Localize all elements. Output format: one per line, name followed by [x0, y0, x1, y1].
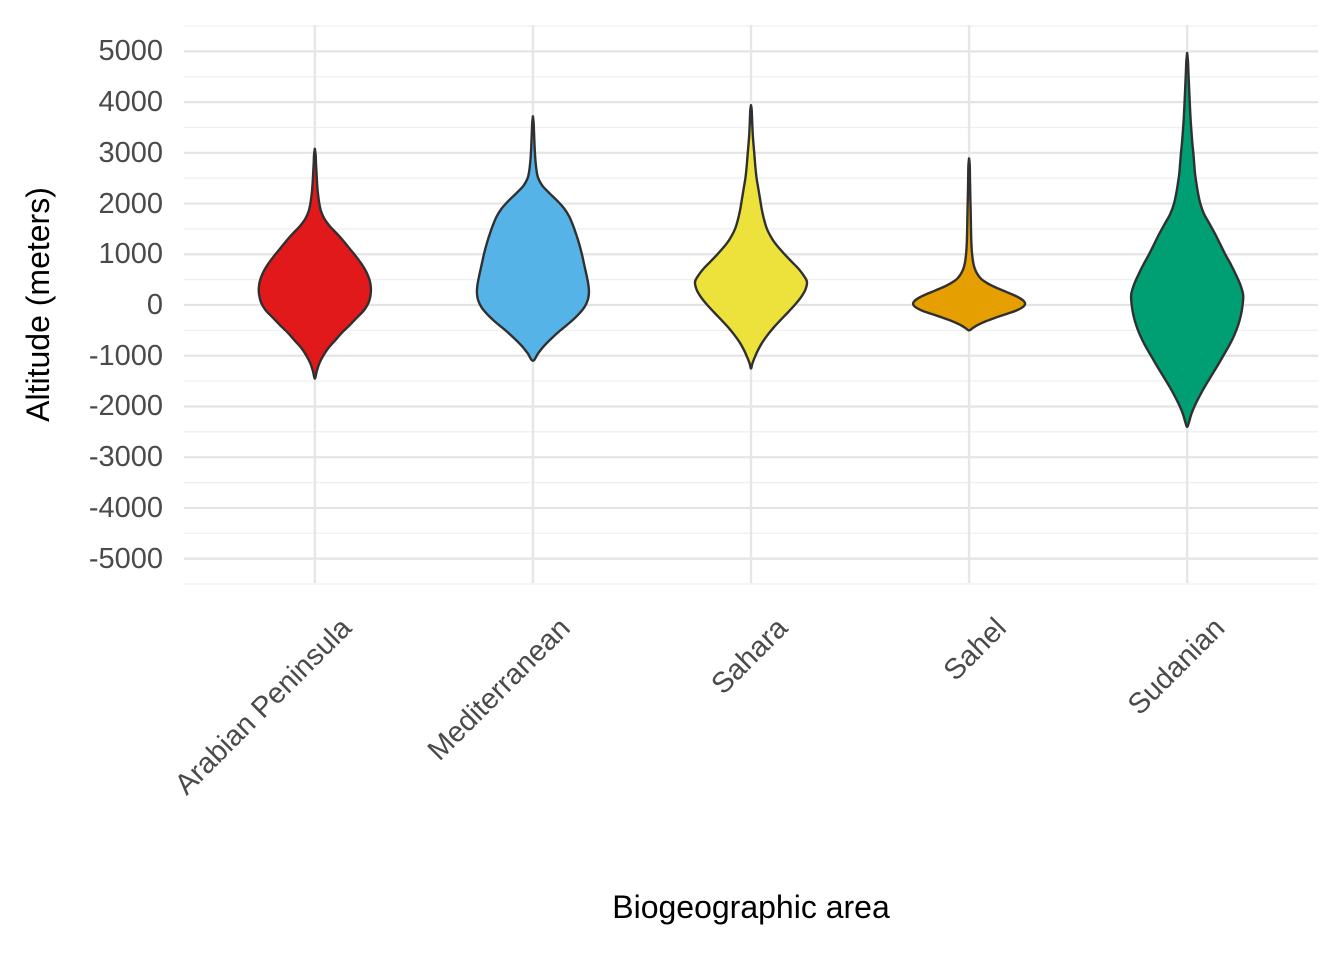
violin-shape-sudanian — [1129, 51, 1245, 428]
violin-shape-sahara — [693, 103, 809, 370]
violin-shape-sahel — [911, 157, 1027, 332]
violin-shape-arabian-peninsula — [257, 147, 373, 380]
violin-shape-mediterranean — [475, 115, 591, 363]
